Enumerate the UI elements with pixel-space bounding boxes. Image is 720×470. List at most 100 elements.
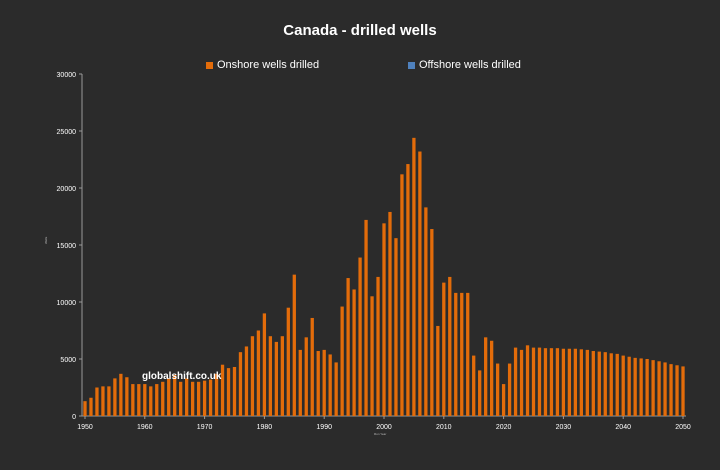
bar-onshore <box>490 340 494 416</box>
bar-onshore <box>328 354 332 416</box>
bar-onshore <box>675 365 679 416</box>
bar-onshore <box>280 336 284 416</box>
y-tick-label: 0 <box>72 414 76 421</box>
bar-onshore <box>113 378 117 416</box>
bar-onshore <box>292 274 296 416</box>
bar-onshore <box>627 356 631 416</box>
bar-onshore <box>244 346 249 416</box>
x-tick-label: 1990 <box>316 424 332 431</box>
bar-onshore <box>531 347 536 416</box>
bar-onshore <box>107 386 111 416</box>
y-axis-label: Wells <box>44 236 48 244</box>
bar-onshore <box>603 352 607 416</box>
bar-onshore <box>519 349 524 416</box>
bar-onshore <box>561 348 566 416</box>
bar-onshore <box>304 337 308 416</box>
bar-onshore <box>268 336 273 416</box>
x-tick-label: 2020 <box>496 424 512 431</box>
bar-onshore <box>573 348 578 416</box>
bar-onshore <box>358 257 362 416</box>
x-tick-label: 2010 <box>436 424 452 431</box>
legend-offshore-swatch <box>408 61 415 69</box>
bar-onshore <box>525 345 530 416</box>
x-tick-label: 1950 <box>77 424 93 431</box>
bar-onshore <box>352 289 356 416</box>
bar-onshore <box>585 349 589 416</box>
bar-onshore <box>495 363 500 416</box>
y-tick-label: 30000 <box>57 72 77 79</box>
legend-offshore: Offshore wells drilled <box>408 59 521 71</box>
bar-onshore <box>543 348 548 416</box>
bar-onshore <box>418 151 422 416</box>
bar-onshore <box>202 380 207 416</box>
bar-onshore <box>256 330 261 416</box>
bar-onshore <box>322 349 326 416</box>
x-tick-label: 2000 <box>376 424 392 431</box>
bar-onshore <box>442 282 446 416</box>
bar-onshore <box>226 368 231 416</box>
y-tick-label: 10000 <box>57 300 77 307</box>
x-tick-label: 2030 <box>556 424 572 431</box>
bar-onshore <box>143 384 147 416</box>
bar-onshore <box>298 349 302 416</box>
bar-onshore <box>196 381 201 416</box>
bar-onshore <box>95 387 99 416</box>
bar-onshore <box>340 306 344 416</box>
bar-onshore <box>370 296 374 416</box>
bar-onshore <box>436 325 440 416</box>
bar-onshore <box>424 207 428 416</box>
bar-onshore <box>537 347 542 416</box>
bar-onshore <box>286 307 290 416</box>
y-tick-label: 5000 <box>60 357 76 364</box>
bar-onshore <box>149 386 153 416</box>
bar-onshore <box>639 358 643 416</box>
bar-onshore <box>681 366 685 416</box>
bar-onshore <box>185 378 189 416</box>
bar-onshore <box>274 341 278 416</box>
x-tick-label: 2050 <box>675 424 691 431</box>
bar-onshore <box>567 348 572 416</box>
bar-onshore <box>394 238 398 416</box>
x-tick-label: 2040 <box>615 424 631 431</box>
bar-onshore <box>89 397 93 416</box>
bar-onshore <box>190 381 195 416</box>
bar-onshore <box>155 384 159 416</box>
bar-onshore <box>513 347 518 416</box>
bar-onshore <box>591 351 595 416</box>
bar-onshore <box>454 292 458 416</box>
legend-onshore-label: Onshore wells drilled <box>217 59 320 71</box>
bar-onshore <box>663 362 667 416</box>
bar-onshore <box>466 292 470 416</box>
bar-onshore <box>310 317 314 416</box>
bar-onshore <box>621 355 625 416</box>
bar-onshore <box>657 361 661 416</box>
bar-onshore <box>137 384 141 416</box>
bar-onshore <box>346 278 350 416</box>
x-axis-label: Run Year <box>374 432 387 436</box>
bar-onshore <box>220 364 225 416</box>
bar-onshore <box>125 377 129 416</box>
bar-onshore <box>316 351 320 416</box>
x-tick-label: 1970 <box>197 424 213 431</box>
bar-onshore <box>478 370 482 416</box>
bar-onshore <box>376 276 380 416</box>
bar-onshore <box>460 292 464 416</box>
bar-onshore <box>555 348 560 416</box>
watermark-text: globalshift.co.uk <box>142 371 222 382</box>
bar-onshore <box>262 313 267 416</box>
bar-onshore <box>388 211 392 416</box>
bar-onshore <box>232 366 237 416</box>
bar-onshore <box>214 373 219 416</box>
bar-onshore <box>507 363 512 416</box>
bar-onshore <box>633 357 637 416</box>
bar-onshore <box>119 373 123 416</box>
bar-onshore <box>549 348 554 416</box>
bar-onshore <box>651 360 655 416</box>
bar-onshore <box>364 219 368 416</box>
bar-onshore <box>131 384 135 416</box>
bar-onshore <box>179 381 183 416</box>
bar-onshore <box>101 386 105 416</box>
bar-onshore <box>167 378 171 416</box>
bar-onshore <box>430 229 434 416</box>
